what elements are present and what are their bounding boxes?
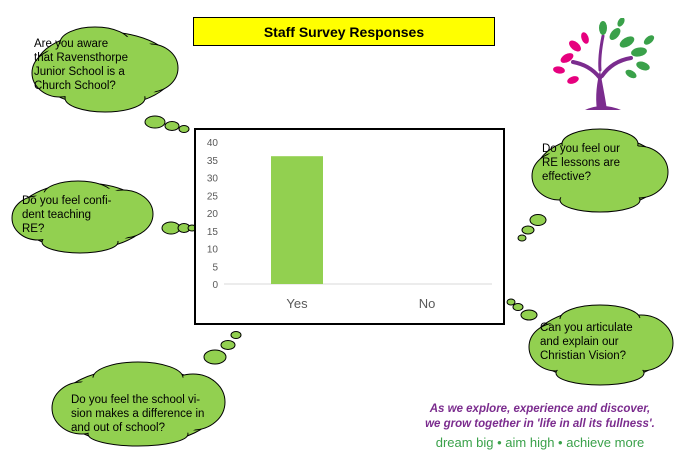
y-tick-label: 5 (212, 262, 218, 273)
motto-tagline: dream big • aim high • achieve more (435, 435, 645, 450)
question-text-confident-teaching: Do you feel confi- dent teaching RE? (22, 195, 112, 235)
y-tick-label: 15 (207, 227, 219, 238)
y-tick-label: 25 (207, 191, 219, 202)
question-text-school-vision: Do you feel the school vi- sion makes a … (71, 394, 205, 434)
school-logo-tree (545, 17, 660, 113)
question-text-re-lessons: Do you feel our RE lessons are effective… (542, 143, 620, 183)
question-cloud-school-vision: Do you feel the school vi- sion makes a … (38, 330, 248, 450)
y-tick-label: 20 (207, 209, 219, 220)
page-title: Staff Survey Responses (193, 17, 495, 46)
question-cloud-church-school: Are you aware that Ravensthorpe Junior S… (20, 23, 200, 135)
y-tick-label: 40 (207, 138, 219, 149)
bar-yes (271, 156, 323, 284)
y-tick-label: 30 (207, 174, 219, 185)
x-tick-label-no: No (419, 296, 436, 311)
y-tick-label: 0 (212, 280, 218, 291)
y-tick-label: 10 (207, 245, 219, 256)
bar-chart-svg: 0 5 10 15 20 25 30 35 40 Yes No (207, 138, 492, 311)
x-tick-label-yes: Yes (286, 296, 308, 311)
question-text-church-school: Are you aware that Ravensthorpe Junior S… (34, 38, 128, 92)
motto-line-1: As we explore, experience and discover, (429, 403, 651, 415)
question-cloud-confident-teaching: Do you feel confi- dent teaching RE? (8, 180, 197, 255)
question-cloud-christian-vision: Can you articulate and explain our Chris… (505, 295, 680, 390)
school-motto: As we explore, experience and discover, … (400, 402, 680, 452)
bar-chart: 0 5 10 15 20 25 30 35 40 Yes No (194, 128, 505, 325)
question-text-christian-vision: Can you articulate and explain our Chris… (540, 322, 633, 362)
y-tick-label: 35 (207, 156, 219, 167)
question-cloud-re-lessons: Do you feel our RE lessons are effective… (512, 122, 677, 244)
motto-line-2: we grow together in 'life in all its ful… (425, 418, 655, 430)
